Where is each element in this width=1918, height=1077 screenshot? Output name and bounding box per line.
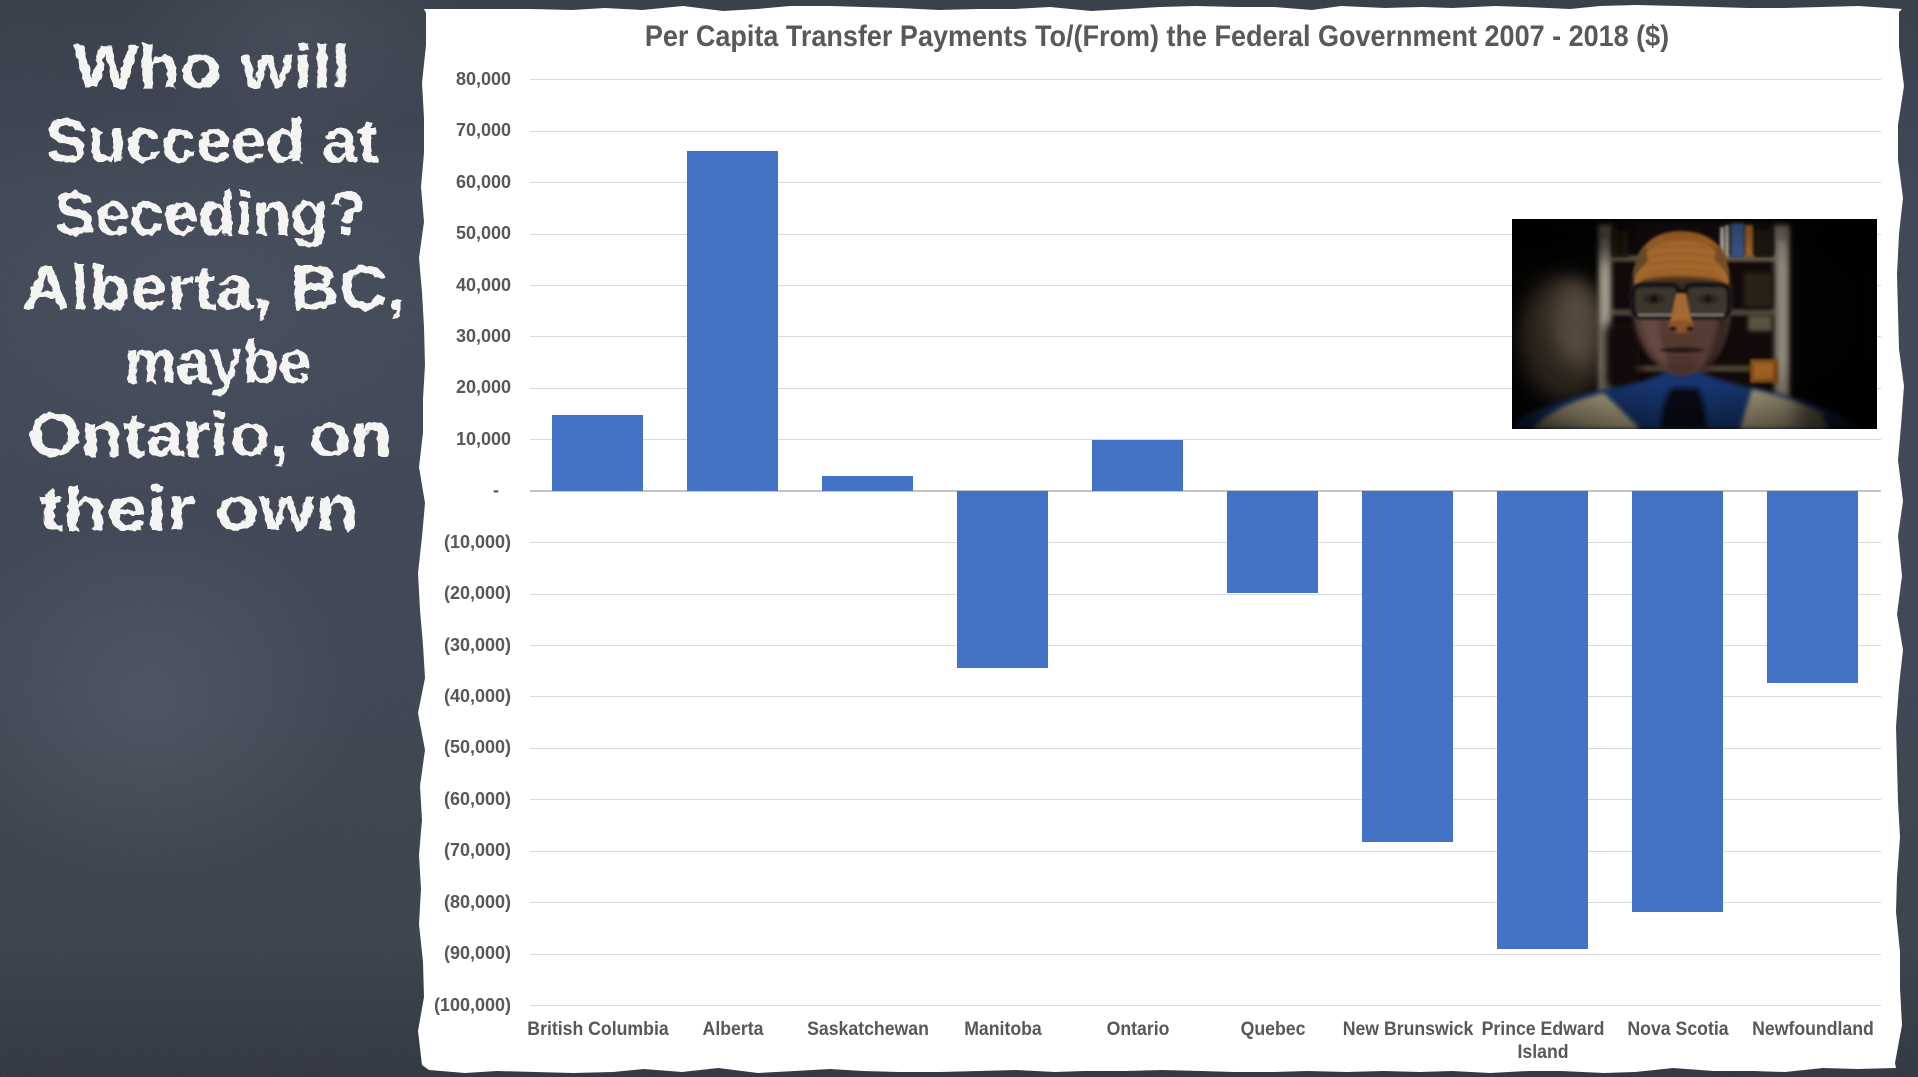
svg-text:Who will: Who will bbox=[74, 33, 351, 102]
svg-text:maybe: maybe bbox=[125, 328, 312, 397]
svg-text:Alberta, BC,: Alberta, BC, bbox=[22, 254, 406, 323]
svg-text:their own: their own bbox=[39, 475, 359, 544]
svg-text:Succeed at: Succeed at bbox=[46, 107, 379, 176]
svg-text:Ontario, on: Ontario, on bbox=[28, 401, 392, 470]
svg-text:Seceding?: Seceding? bbox=[54, 180, 366, 249]
